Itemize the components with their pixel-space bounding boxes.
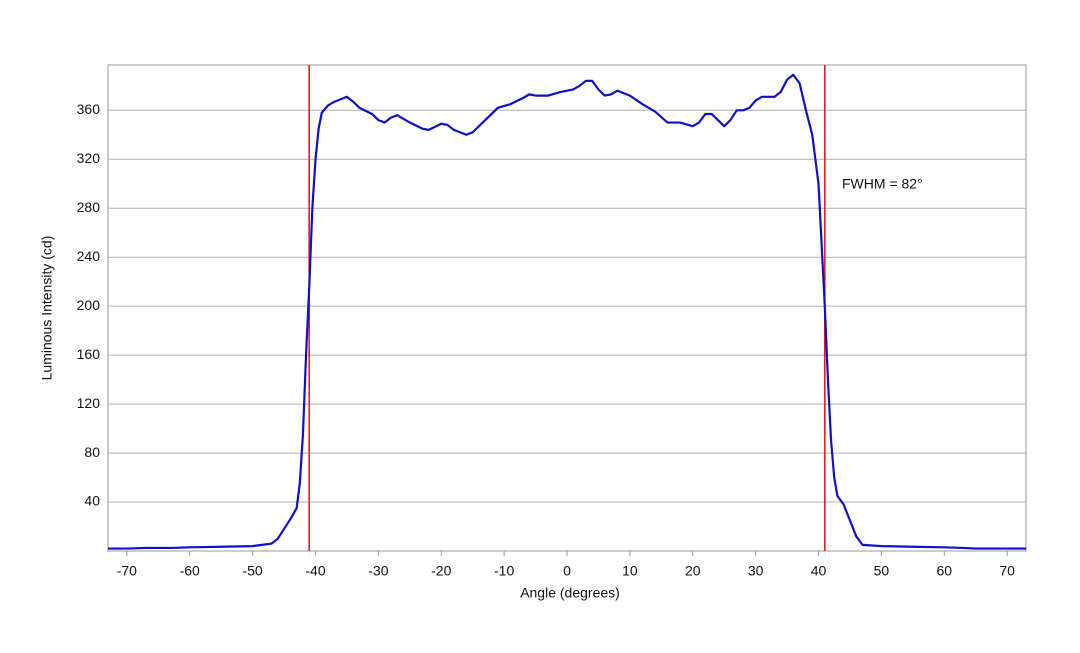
y-tick-label: 160 <box>77 346 101 362</box>
x-tick-label: -20 <box>431 563 451 579</box>
x-tick-label: 10 <box>622 563 638 579</box>
y-tick-label: 280 <box>77 199 101 215</box>
plot-frame <box>107 64 1027 552</box>
y-tick-label: 360 <box>77 101 101 117</box>
x-tick-label: -40 <box>305 563 325 579</box>
y-axis-label: Luminous Intensity (cd) <box>39 236 55 381</box>
y-tick-label: 120 <box>77 395 101 411</box>
y-tick-label: 200 <box>77 297 101 313</box>
x-tick-label: -70 <box>117 563 137 579</box>
y-tick-label: 80 <box>84 444 100 460</box>
x-tick-label: 70 <box>999 563 1015 579</box>
y-tick-label: 320 <box>77 150 101 166</box>
x-tick-label: 20 <box>685 563 701 579</box>
y-tick-label: 40 <box>84 493 100 509</box>
x-tick-label: -50 <box>242 563 262 579</box>
x-tick-label: 40 <box>811 563 827 579</box>
annotation: FWHM = 82° <box>842 176 923 192</box>
x-tick-label: -10 <box>494 563 514 579</box>
x-tick-label: -60 <box>180 563 200 579</box>
x-axis-label: Angle (degrees) <box>520 585 620 601</box>
x-tick-label: 0 <box>563 563 571 579</box>
x-tick-label: 30 <box>748 563 764 579</box>
data-line <box>108 73 1026 550</box>
x-tick-label: 60 <box>936 563 952 579</box>
y-tick-label: 240 <box>77 248 101 264</box>
x-tick-label: 50 <box>874 563 890 579</box>
x-tick-label: -30 <box>368 563 388 579</box>
